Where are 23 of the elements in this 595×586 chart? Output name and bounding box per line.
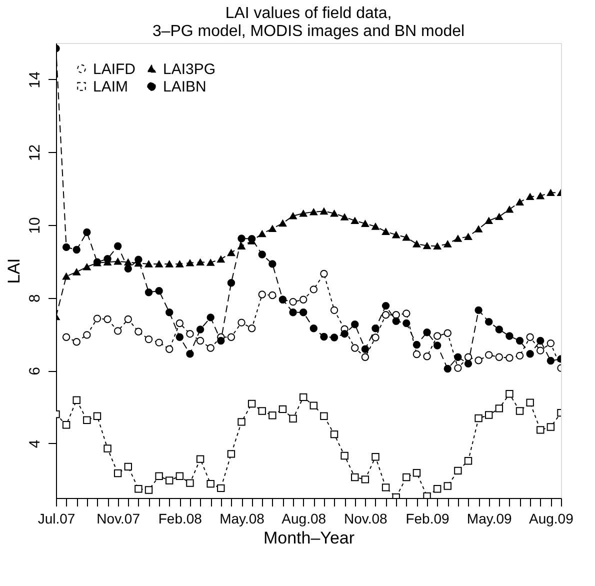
x-tick-label: Jul.07 bbox=[38, 510, 76, 526]
x-tick-label: Nov.08 bbox=[344, 510, 388, 526]
y-tick-label: 4 bbox=[26, 440, 44, 448]
x-tick-label: Feb.08 bbox=[158, 510, 202, 526]
text: 3–PG model, MODIS images and BN model bbox=[152, 23, 465, 40]
y-tick-label: 12 bbox=[26, 144, 44, 162]
x-tick-label: Aug.09 bbox=[529, 510, 574, 526]
legend-label: LAI3PG bbox=[163, 60, 216, 78]
y-axis-title: LAI bbox=[4, 258, 24, 284]
legend-label: LAIM bbox=[93, 78, 128, 96]
y-tick-label: 8 bbox=[26, 294, 44, 302]
y-tick-label: 10 bbox=[26, 217, 44, 234]
legend-label: LAIBN bbox=[163, 78, 206, 96]
x-tick-label: Aug.08 bbox=[282, 510, 326, 526]
x-tick-label: May.09 bbox=[466, 510, 512, 526]
text: LAI values of field data, bbox=[225, 5, 392, 22]
x-axis-title: Month–Year bbox=[263, 528, 355, 548]
legend-label: LAIFD bbox=[93, 60, 136, 78]
x-tick-label: Nov.07 bbox=[96, 510, 140, 526]
y-tick-label: 14 bbox=[26, 72, 44, 88]
y-tick-label: 6 bbox=[26, 366, 44, 376]
x-tick-label: May.08 bbox=[220, 510, 265, 526]
x-tick-label: Feb.09 bbox=[406, 510, 450, 526]
